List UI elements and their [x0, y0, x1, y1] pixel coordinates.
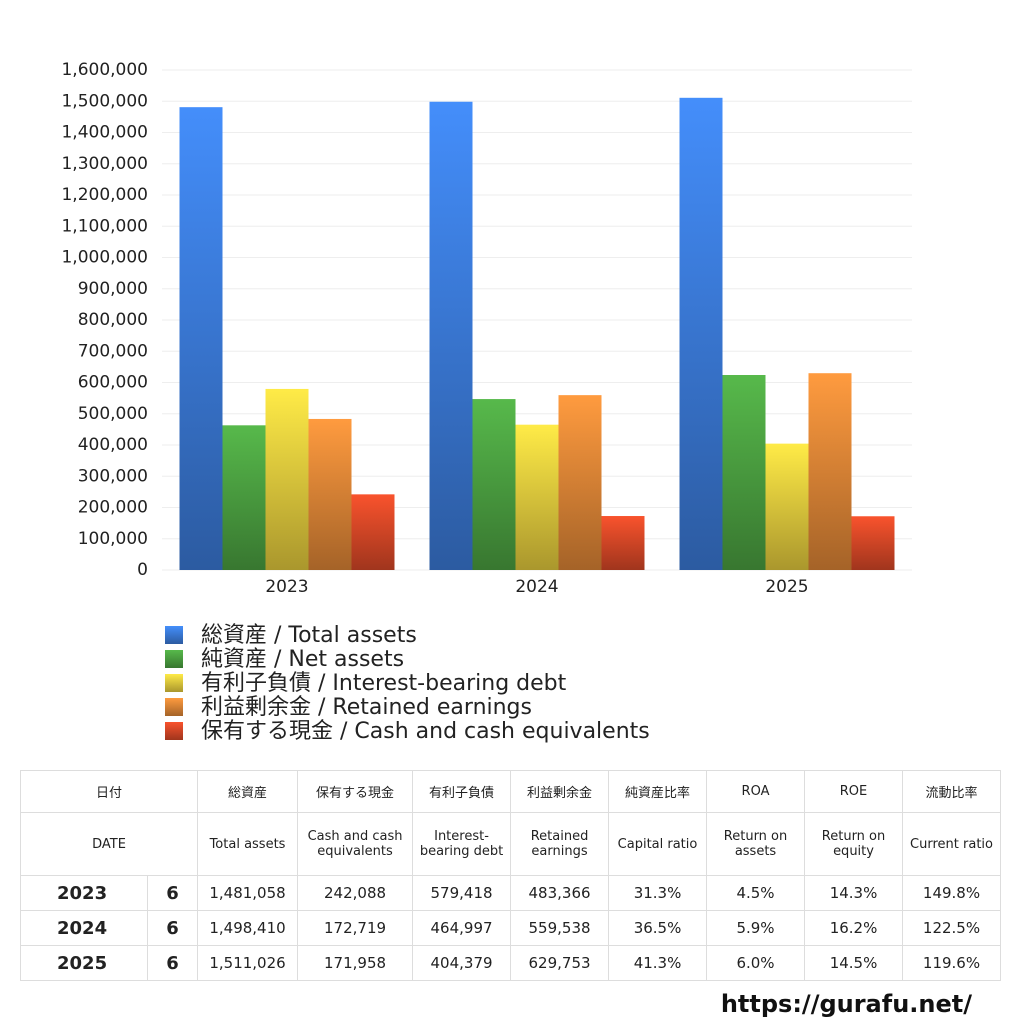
- y-tick-label: 200,000: [78, 498, 148, 518]
- table-cell: 31.3%: [608, 875, 708, 911]
- table-cell: 1,481,058: [197, 875, 299, 911]
- bar: [765, 443, 809, 570]
- legend-label: 純資産 / Net assets: [201, 647, 404, 672]
- legend-swatch: [165, 722, 183, 740]
- y-tick-label: 300,000: [78, 466, 148, 486]
- header-cell: 流動比率: [902, 770, 1002, 813]
- header-cell: Capital ratio: [608, 812, 708, 876]
- y-tick-label: 0: [137, 560, 148, 580]
- table-cell: 4.5%: [706, 875, 806, 911]
- header-cell: Retained earnings: [510, 812, 610, 876]
- header-cell: Cash and cash equivalents: [297, 812, 414, 876]
- legend-label: 有利子負債 / Interest-bearing debt: [201, 671, 567, 696]
- y-tick-label: 1,000,000: [61, 248, 148, 268]
- bar: [515, 424, 559, 570]
- bar: [179, 107, 223, 570]
- y-tick-label: 1,200,000: [61, 185, 148, 205]
- y-tick-label: 1,600,000: [61, 60, 148, 80]
- table-cell: 242,088: [297, 875, 414, 911]
- y-tick-label: 900,000: [78, 279, 148, 299]
- table-cell: 2023: [20, 875, 148, 911]
- legend-swatch: [165, 674, 183, 692]
- table-cell: 404,379: [412, 945, 512, 981]
- table-cell: 14.5%: [804, 945, 904, 981]
- legend-label: 利益剰余金 / Retained earnings: [201, 695, 532, 720]
- table-cell: 119.6%: [902, 945, 1002, 981]
- bar: [558, 395, 602, 570]
- y-tick-label: 100,000: [78, 529, 148, 549]
- bar: [222, 425, 266, 570]
- table-cell: 2025: [20, 945, 148, 981]
- table-cell: 1,498,410: [197, 910, 299, 946]
- header-cell: ROA: [706, 770, 806, 813]
- legend-label: 総資産 / Total assets: [201, 623, 417, 648]
- table-cell: 464,997: [412, 910, 512, 946]
- bar: [722, 375, 766, 570]
- y-tick-label: 700,000: [78, 341, 148, 361]
- data-table: 日付 総資産 保有する現金 有利子負債 利益剰余金 純資産比率 ROA ROE 流動比率 DATE…: [19, 770, 1002, 981]
- header-cell: Return on equity: [804, 812, 904, 876]
- legend-swatch: [165, 626, 183, 644]
- table-cell: 559,538: [510, 910, 610, 946]
- bar: [351, 494, 395, 570]
- y-tick-label: 1,100,000: [61, 216, 148, 236]
- table-cell: 579,418: [412, 875, 512, 911]
- bar: [601, 516, 645, 570]
- header-cell: 有利子負債: [412, 770, 512, 813]
- table-cell: 149.8%: [902, 875, 1002, 911]
- table-cell: 483,366: [510, 875, 610, 911]
- x-tick-label: 2024: [515, 577, 558, 597]
- x-tick-label: 2023: [265, 577, 308, 597]
- table-cell: 172,719: [297, 910, 414, 946]
- table-cell: 122.5%: [902, 910, 1002, 946]
- table-cell: 171,958: [297, 945, 414, 981]
- header-cell: DATE: [19, 812, 199, 876]
- header-cell: Current ratio: [902, 812, 1002, 876]
- table-cell: 6.0%: [706, 945, 806, 981]
- header-cell: ROE: [804, 770, 904, 813]
- table-cell: 6: [146, 945, 199, 981]
- table-cell: 6: [146, 875, 199, 911]
- header-cell: 利益剰余金: [510, 770, 610, 813]
- bar: [851, 516, 895, 570]
- table-cell: 5.9%: [706, 910, 806, 946]
- bar: [808, 373, 852, 570]
- y-tick-label: 400,000: [78, 435, 148, 455]
- table-cell: 41.3%: [608, 945, 708, 981]
- table-cell: 6: [146, 910, 199, 946]
- table-cell: 1,511,026: [197, 945, 299, 981]
- table-cell: 36.5%: [608, 910, 708, 946]
- header-cell: Return on assets: [706, 812, 806, 876]
- x-tick-label: 2025: [765, 577, 808, 597]
- header-cell: 保有する現金: [297, 770, 414, 813]
- chart: 0 100,000 200,000 300,000 400,000 500,000 600,…: [61, 60, 912, 744]
- y-tick-label: 600,000: [78, 373, 148, 393]
- y-tick-label: 1,400,000: [61, 123, 148, 143]
- table-cell: 629,753: [510, 945, 610, 981]
- header-cell: 総資産: [197, 770, 299, 813]
- bar: [429, 101, 473, 570]
- y-tick-label: 1,500,000: [61, 91, 148, 111]
- y-tick-label: 500,000: [78, 404, 148, 424]
- bar: [265, 388, 309, 570]
- legend-label: 保有する現金 / Cash and cash equivalents: [201, 719, 650, 744]
- bar: [679, 97, 723, 570]
- footer-url: https://gurafu.net/: [720, 990, 972, 1018]
- bar: [308, 418, 352, 570]
- table-cell: 14.3%: [804, 875, 904, 911]
- bar: [472, 399, 516, 570]
- table-cell: 2024: [20, 910, 148, 946]
- y-tick-label: 1,300,000: [61, 154, 148, 174]
- header-cell: Interest-bearing debt: [412, 812, 512, 876]
- table-cell: 16.2%: [804, 910, 904, 946]
- legend-swatch: [165, 698, 183, 716]
- legend-swatch: [165, 650, 183, 668]
- header-cell: 純資産比率: [608, 770, 708, 813]
- header-cell: 日付: [19, 770, 199, 813]
- header-cell: Total assets: [197, 812, 299, 876]
- y-tick-label: 800,000: [78, 310, 148, 330]
